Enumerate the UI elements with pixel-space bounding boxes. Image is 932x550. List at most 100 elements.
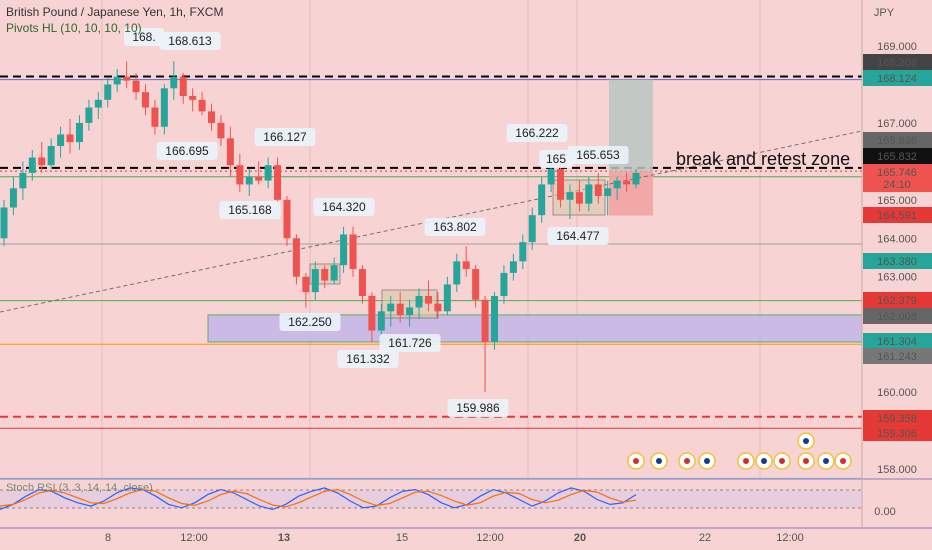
pivot-label: 163.802 <box>433 220 477 234</box>
pivot-label: 166.695 <box>165 144 209 158</box>
candle-body <box>462 261 470 270</box>
stoch-band <box>0 490 862 508</box>
pivot-label: 168. <box>132 30 155 44</box>
position-stop-box <box>609 171 653 216</box>
event-flag-dot <box>803 458 809 464</box>
candle-body <box>255 176 263 181</box>
candle-body <box>519 242 527 262</box>
pivot-label: 159.986 <box>456 401 500 415</box>
candle-body <box>19 172 27 189</box>
candle-body <box>132 80 140 93</box>
candle-body <box>47 145 55 166</box>
candle-body <box>321 269 329 281</box>
candle-body <box>160 88 168 127</box>
pivot-label-bg <box>424 218 486 236</box>
pivot-label-bg <box>539 150 573 168</box>
candle-body <box>538 184 546 216</box>
candle-body <box>528 215 536 243</box>
x-tick-label: 22 <box>699 532 711 544</box>
pivot-label-bg <box>156 142 218 160</box>
stoch-axis-label: 0.00 <box>874 506 895 518</box>
candle-body <box>217 122 225 139</box>
candle-body <box>443 284 451 312</box>
price-label-tag <box>863 132 932 148</box>
candle-body <box>377 311 385 331</box>
currency-label: JPY <box>874 7 895 19</box>
price-label: 168.124 <box>877 73 917 85</box>
price-label-tag <box>863 70 932 86</box>
candle-body <box>368 295 376 331</box>
price-label: 165.836 <box>877 135 917 147</box>
candle-body <box>547 169 555 185</box>
event-flag-dot <box>803 438 809 444</box>
candle-body <box>453 261 461 285</box>
event-flag-dot <box>823 458 829 464</box>
candle-body <box>226 138 234 166</box>
event-flag-dot <box>656 458 662 464</box>
pivot-label-bg <box>506 124 568 142</box>
candle-body <box>274 165 282 200</box>
candle-body <box>604 188 612 196</box>
annotation-text: break and retest zone <box>676 149 850 169</box>
candle-body <box>424 295 432 304</box>
stoch-k-line <box>0 487 637 511</box>
candle-body <box>0 207 8 239</box>
pivot-label-bg <box>313 198 375 216</box>
price-label: 163.380 <box>877 256 917 268</box>
price-label-tag <box>863 333 932 349</box>
stoch-rsi-label: Stoch RSI (3, 3, 14, 14, close) <box>6 482 153 494</box>
candle-body <box>170 76 178 89</box>
x-tick-label: 15 <box>396 532 408 544</box>
candle-body <box>349 234 357 270</box>
pivot-label: 165.653 <box>576 148 620 162</box>
price-label-tag <box>863 253 932 269</box>
candle-body <box>632 172 640 185</box>
price-label: 162.008 <box>877 311 917 323</box>
candle-body <box>311 269 319 293</box>
candle-body <box>594 184 602 196</box>
candle-body <box>434 303 442 312</box>
candle-body <box>302 276 310 293</box>
candle-body <box>292 238 300 277</box>
pivot-label-bg <box>254 128 316 146</box>
price-label-tag <box>863 207 932 223</box>
price-label-tag <box>863 54 932 70</box>
price-label: 159.306 <box>877 428 917 440</box>
candle-body <box>358 269 366 296</box>
candle-body <box>198 99 206 112</box>
pivot-label-bg <box>567 146 629 164</box>
price-label: 159.358 <box>877 413 917 425</box>
event-flag-dot <box>779 458 785 464</box>
pivot-label: 162.250 <box>288 315 332 329</box>
pivot-label: 166.222 <box>515 126 559 140</box>
x-tick-label: 12:00 <box>776 532 804 544</box>
price-label-tag <box>863 308 932 324</box>
price-label-tag <box>863 410 932 426</box>
candle-body <box>104 84 112 100</box>
candle-body <box>75 122 83 143</box>
candle-body <box>66 134 74 143</box>
event-flag-dot <box>840 458 846 464</box>
candle-body <box>340 234 348 266</box>
price-label-tag <box>863 148 932 164</box>
x-tick-label: 12:00 <box>476 532 504 544</box>
y-tick-label: 167.000 <box>877 118 917 130</box>
candle-body <box>566 192 574 200</box>
price-label-tag <box>863 176 932 192</box>
indicator-label: Pivots HL (10, 10, 10, 10) <box>6 21 142 35</box>
pivot-label: 161.332 <box>346 352 390 366</box>
candle-body <box>330 265 338 281</box>
y-tick-label: 169.000 <box>877 41 917 53</box>
event-flag-dot <box>704 458 710 464</box>
pivot-label: 168.613 <box>168 34 212 48</box>
event-flag-dot <box>684 458 690 464</box>
pivot-label: 165 <box>546 152 566 166</box>
candle-body <box>509 261 517 273</box>
x-tick-label: 20 <box>574 532 586 544</box>
candle-body <box>38 157 46 166</box>
symbol-title: British Pound / Japanese Yen, 1h, FXCM <box>6 5 224 19</box>
candle-body <box>189 95 197 100</box>
candle-body <box>94 99 102 108</box>
pivot-label-bg <box>337 350 399 368</box>
